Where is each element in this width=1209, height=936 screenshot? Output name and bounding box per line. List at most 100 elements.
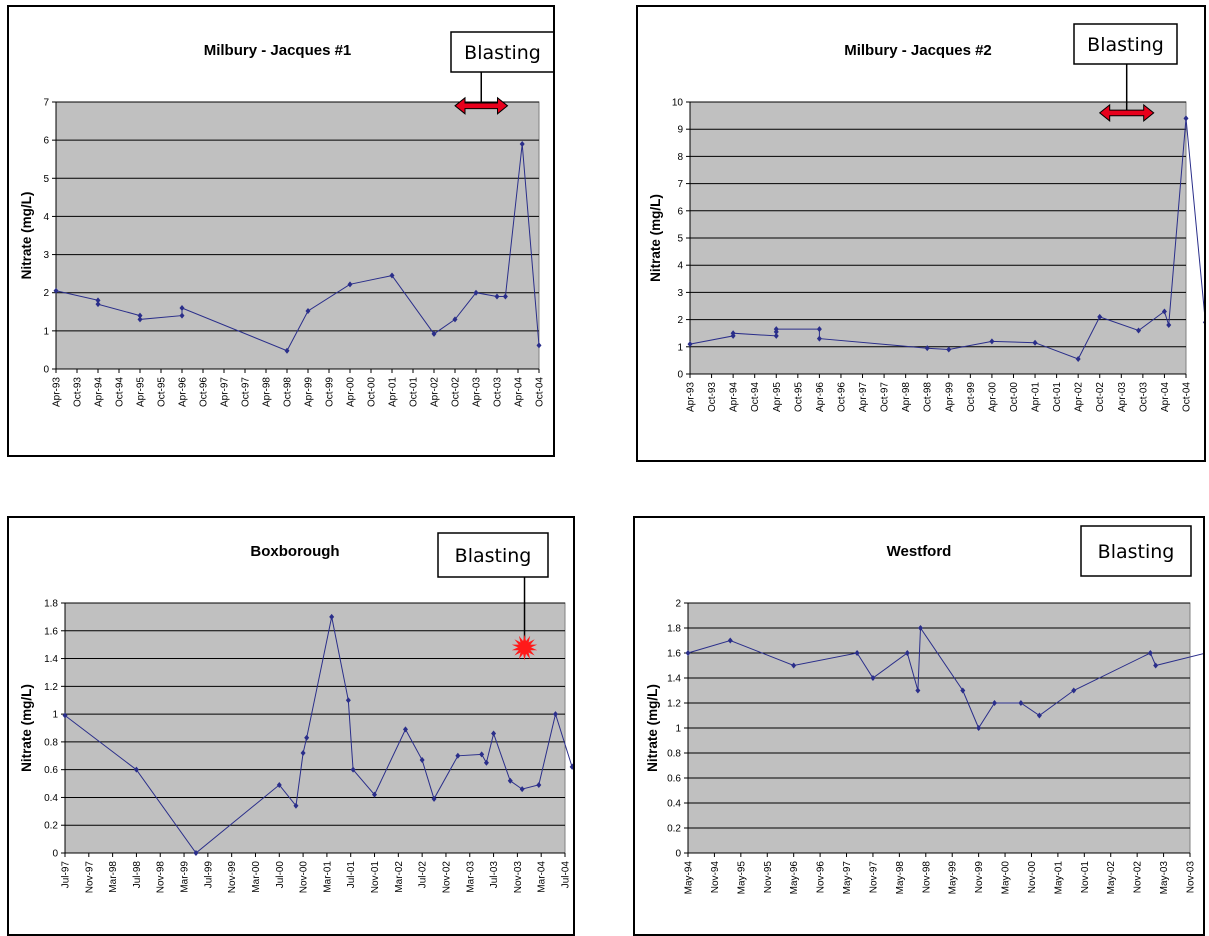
x-tick-label: Apr-03 [1117,382,1128,412]
blasting-label-box [1073,23,1178,65]
y-tick-label: 0 [52,849,58,860]
x-tick-label: Oct-03 [1138,382,1149,412]
x-tick-label: Jul-00 [275,861,286,889]
x-tick-label: Jul-97 [61,861,72,889]
y-tick-label: 1.4 [44,654,58,665]
x-tick-label: Jul-01 [346,861,357,889]
x-tick-label: Mar-01 [322,861,333,893]
chart-title: Milbury - Jacques #1 [204,42,352,59]
data-point [1075,356,1081,363]
data-point [133,766,139,773]
chart-milbury-jacques-1: Milbury - Jacques #1 0 1 2 3 4 5 6 7 Apr-93 Oct-93… [19,31,553,407]
y-tick-label: 6 [677,206,683,217]
x-tick-label: Mar-04 [537,861,548,893]
data-point [685,650,691,656]
data-point [1183,115,1189,122]
blasting-label: Blasting [464,42,541,64]
chart-milbury-jacques-2: Milbury - Jacques #2 0 1 2 3 4 5 6 7 8 9 10 Apr-93 Oc… [648,23,1204,412]
y-tick-label: 0.2 [44,821,58,832]
y-tick-label: 1.4 [667,674,681,685]
y-tick-label: 0.8 [44,737,58,748]
y-tick-label: 2 [677,315,683,326]
data-point [730,330,736,337]
x-tick-label: Apr-94 [729,382,740,412]
x-tick-label: May-97 [842,861,853,895]
data-point [193,850,199,856]
x-tick-label: May-99 [948,861,959,895]
y-tick-label: 0.4 [44,793,58,804]
data-point [924,345,930,352]
data-point [329,613,335,620]
x-tick-label: Mar-99 [180,861,191,893]
data-point [137,312,143,319]
y-tick-label: 7 [43,98,49,109]
data-point [1136,327,1142,334]
y-tick-label: 0.6 [667,774,681,785]
plot-area [55,101,540,370]
x-tick-label: Oct-04 [1182,382,1193,412]
x-tick-label: Oct-01 [1052,382,1063,412]
data-point [62,712,68,719]
y-tick-label: 7 [677,179,683,190]
data-point [284,347,290,354]
x-tick-label: Jul-03 [489,861,500,889]
data-point [300,750,306,756]
data-point [552,711,558,718]
x-tick-label: Oct-96 [199,377,210,407]
chart-title: Westford [887,543,952,560]
data-point [502,293,508,300]
x-tick-label: May-00 [1001,861,1012,895]
data-point [276,781,282,788]
data-point [1036,712,1042,719]
data-point [1153,662,1159,669]
x-tick-label: Oct-99 [325,377,336,407]
y-tick-label: 3 [43,250,49,261]
data-point [431,330,437,337]
x-tick-label: May-01 [1053,861,1064,895]
x-tick-label: Nov-99 [227,861,238,894]
x-tick-label: May-95 [736,861,747,895]
chart-westford: Westford 0 0.2 0.4 0.6 0.8 1 1.2 1.4 1.6 1.8 2 May-9… [645,525,1203,895]
data-point [347,281,353,288]
x-tick-label: Oct-04 [535,377,546,407]
data-point [773,332,779,339]
x-tick-label: Oct-02 [1095,382,1106,412]
x-tick-label: May-03 [1159,861,1170,895]
x-tick-label: Apr-97 [220,377,231,407]
data-point [95,301,101,308]
x-tick-label: Oct-96 [836,382,847,412]
x-tick-label: Jul-02 [418,861,429,889]
data-point [479,751,485,758]
x-tick-label: Apr-95 [772,382,783,412]
y-tick-label: 5 [677,234,683,245]
x-tick-label: Apr-03 [472,377,483,407]
x-tick-label: Oct-00 [1009,382,1020,412]
x-tick-label: Nov-01 [1080,861,1091,894]
y-tick-label: 1.8 [44,599,58,610]
data-point [536,342,542,349]
data-point [389,272,395,279]
data-point [946,346,952,353]
data-point [350,766,356,773]
x-tick-label: Nov-98 [921,861,932,894]
data-point [519,140,525,147]
y-tick-label: 0.4 [667,799,681,810]
chart-title: Boxborough [250,543,339,560]
x-tick-label: Apr-01 [388,377,399,407]
x-tick-label: May-02 [1106,861,1117,895]
x-tick-label: May-94 [684,861,695,895]
x-tick-label: Oct-99 [966,382,977,412]
data-point [960,687,966,694]
x-tick-label: Oct-01 [409,377,420,407]
x-tick-label: Apr-00 [987,382,998,412]
blasting-label-box [1080,525,1192,577]
x-tick-label: Apr-93 [52,377,63,407]
x-tick-label: Mar-03 [465,861,476,893]
x-tick-label: Oct-98 [923,382,934,412]
y-tick-label: 1 [675,724,681,735]
y-tick-label: 5 [43,174,49,185]
data-point [816,326,822,333]
data-point [483,759,489,766]
data-point [918,625,924,631]
data-point [431,795,437,802]
